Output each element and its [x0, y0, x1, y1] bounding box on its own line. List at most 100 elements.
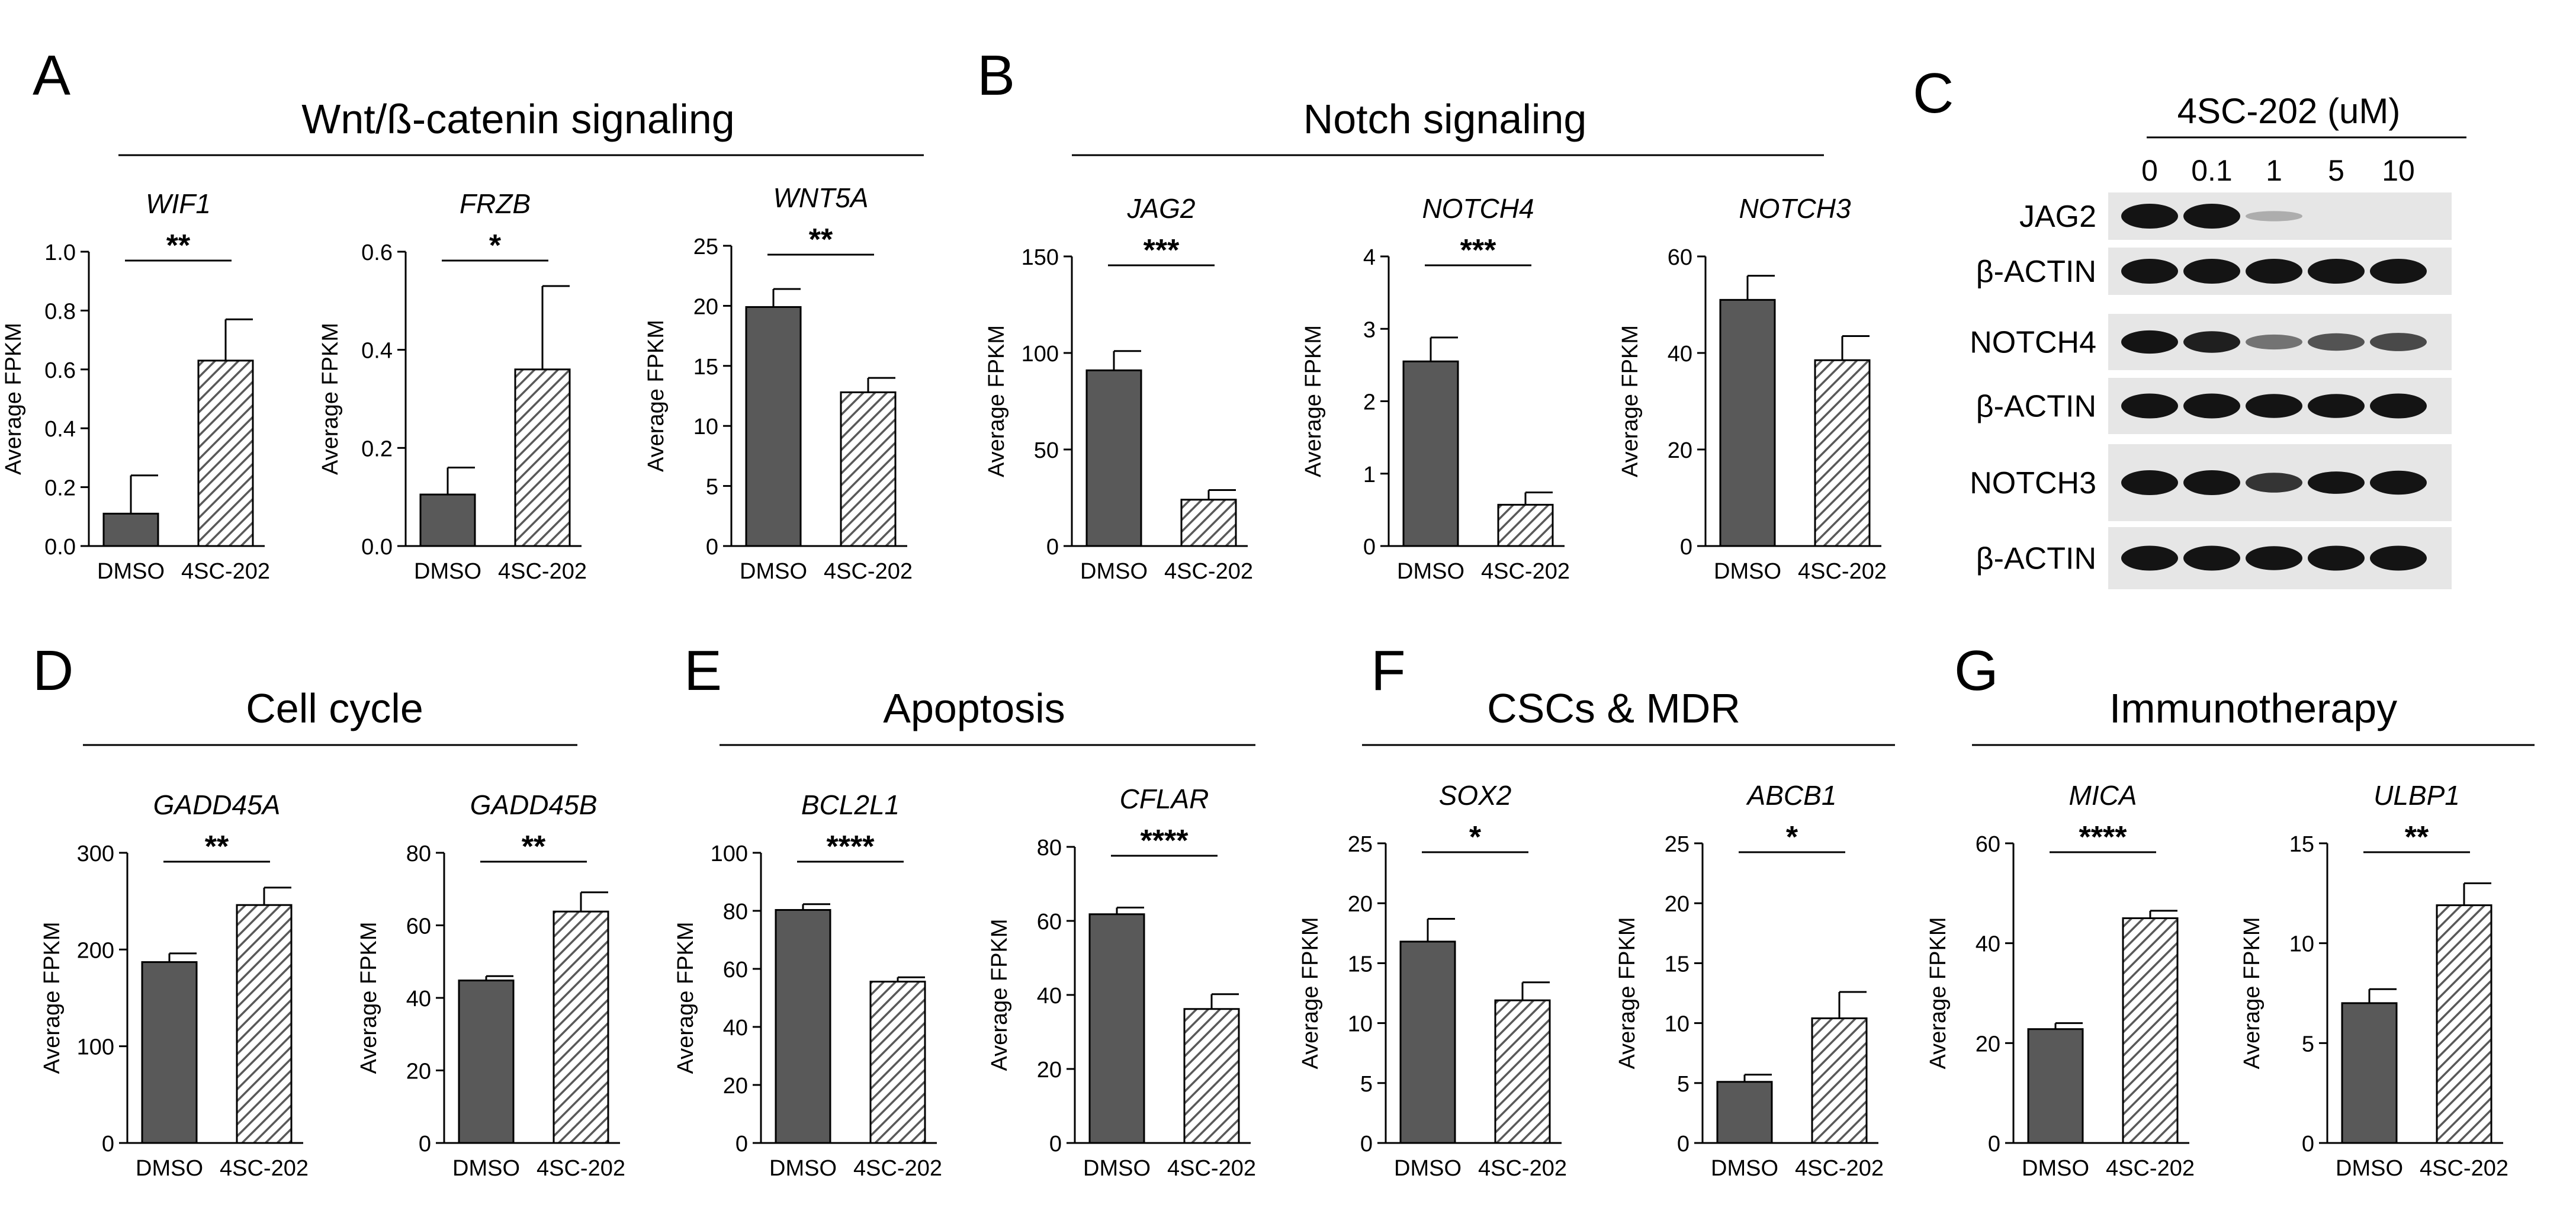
y-axis-label: Average FPKM — [987, 919, 1012, 1071]
x-tick-label: DMSO — [1711, 1156, 1778, 1181]
chart-title: BCL2L1 — [801, 789, 900, 820]
chart-title: CFLAR — [1120, 783, 1209, 814]
blot-lane-labels: 0 0.1 1 5 10 — [2141, 154, 2415, 187]
y-tick-label: 0.0 — [44, 535, 76, 560]
chart-mica: MICA 0 20 40 60 Average FPKM DMSO 4SC-202 **** — [1926, 780, 2195, 1181]
blot-title: 4SC-202 (uM) — [2177, 91, 2401, 131]
blot-row-notch3: NOTCH3 — [1970, 444, 2452, 521]
y-tick-label: 3 — [1363, 317, 1376, 342]
blot-band — [2370, 393, 2427, 419]
bar-4sc-202 — [840, 391, 897, 547]
significance-stars: ** — [166, 229, 191, 263]
blot-band — [2308, 394, 2365, 418]
y-axis-label: Average FPKM — [1, 323, 26, 475]
y-axis-label: Average FPKM — [1301, 325, 1326, 477]
y-tick-label: 60 — [1037, 910, 1062, 935]
y-tick-label: 0.6 — [361, 240, 393, 265]
bar-dmso — [102, 512, 159, 547]
panel-letter-F: F — [1371, 639, 1406, 702]
blot-band — [2183, 331, 2240, 353]
x-tick-label: 4SC-202 — [853, 1156, 942, 1181]
section-title-wnt: Wnt/ß-catenin signaling — [301, 96, 734, 142]
y-tick-label: 300 — [77, 842, 114, 866]
y-tick-label: 150 — [1022, 245, 1059, 270]
y-tick-label: 15 — [693, 355, 718, 380]
blot-row-label: β-ACTIN — [1976, 542, 2096, 576]
bar-dmso — [1399, 940, 1456, 1144]
chart-abcb1: ABCB1 0 5 10 15 20 25 Average FPKM DMSO 4SC-202 * — [1615, 780, 1884, 1181]
y-tick-label: 20 — [1665, 892, 1690, 917]
bar-4sc-202 — [553, 910, 609, 1144]
significance-stars: ** — [2405, 820, 2429, 855]
y-tick-label: 20 — [693, 294, 718, 319]
blot-band — [2121, 330, 2178, 354]
significance-stars: **** — [2079, 820, 2128, 855]
blot-band — [2121, 393, 2178, 419]
blot-band — [2308, 333, 2365, 351]
y-tick-label: 25 — [1348, 832, 1373, 857]
y-axis-label: Average FPKM — [1615, 917, 1640, 1070]
header-G: G Immunotherapy — [1954, 639, 2535, 746]
x-tick-label: DMSO — [1397, 559, 1464, 584]
y-tick-label: 0 — [706, 535, 718, 560]
y-tick-label: 100 — [711, 842, 748, 866]
y-tick-label: 0 — [419, 1132, 431, 1157]
significance-stars: *** — [1144, 233, 1180, 268]
chart-wif1: WIF1 0.0 0.2 0.4 0.6 0.8 1.0 Average FPKM DMSO 4S… — [1, 188, 270, 584]
y-tick-label: 0 — [1363, 535, 1376, 560]
blot-band — [2183, 204, 2240, 229]
x-tick-label: DMSO — [769, 1156, 837, 1181]
y-axis-label: Average FPKM — [673, 922, 698, 1074]
y-tick-label: 0 — [1680, 535, 1692, 560]
chart-title: WIF1 — [146, 188, 211, 219]
section-title-cscs: CSCs & MDR — [1487, 685, 1740, 731]
significance-stars: * — [489, 229, 502, 263]
bar-dmso — [2027, 1028, 2084, 1144]
y-tick-label: 1 — [1363, 463, 1376, 487]
bar-4sc-202 — [197, 359, 254, 547]
blot-row-label: β-ACTIN — [1976, 390, 2096, 424]
blot-band — [2370, 545, 2427, 571]
blot-band — [2246, 211, 2302, 221]
y-axis-label: Average FPKM — [2240, 917, 2265, 1070]
y-tick-label: 0 — [2302, 1132, 2314, 1157]
blot-band — [2246, 394, 2302, 418]
y-tick-label: 4 — [1363, 245, 1376, 270]
chart-wnt5a: WNT5A 0 5 10 15 20 25 Average FPKM DMSO 4SC-202 ** — [644, 182, 913, 584]
section-title-notch: Notch signaling — [1303, 96, 1587, 142]
bar-dmso — [1088, 913, 1145, 1144]
panel-letter-G: G — [1954, 639, 1999, 702]
y-tick-label: 0.2 — [361, 436, 393, 461]
blot-rows: JAG2 β-ACTIN NOTCH4 β-ACTIN NOTCH3 β-ACTIN — [1970, 192, 2452, 589]
blot-band — [2308, 545, 2365, 571]
y-tick-label: 10 — [693, 415, 718, 439]
blot-band — [2183, 259, 2240, 284]
y-tick-label: 0 — [1677, 1132, 1690, 1157]
panel-letter-D: D — [33, 639, 73, 702]
chart-sox2: SOX2 0 5 10 15 20 25 Average FPKM DMSO 4SC-202 * — [1298, 780, 1567, 1181]
x-tick-label: DMSO — [452, 1156, 520, 1181]
chart-bcl2l1: BCL2L1 0 20 40 60 80 100 Average FPKM DMSO 4SC-20… — [673, 789, 942, 1181]
y-tick-label: 5 — [1360, 1072, 1373, 1097]
blot-lane-label: 1 — [2266, 154, 2282, 187]
y-axis-label: Average FPKM — [318, 323, 343, 475]
chart-title: SOX2 — [1439, 780, 1512, 811]
y-tick-label: 25 — [1665, 832, 1690, 857]
x-tick-label: DMSO — [740, 559, 807, 584]
y-tick-label: 60 — [1976, 832, 2000, 857]
bar-dmso — [1719, 298, 1776, 547]
y-tick-label: 10 — [1348, 1012, 1373, 1037]
panel-letter-C: C — [1913, 62, 1954, 125]
bar-4sc-202 — [869, 981, 926, 1144]
bar-dmso — [141, 961, 198, 1144]
y-tick-label: 0 — [102, 1132, 114, 1157]
blot-row-label: NOTCH3 — [1970, 466, 2096, 500]
blot-band — [2246, 334, 2302, 350]
section-title-cell-cycle: Cell cycle — [246, 685, 423, 731]
chart-cflar: CFLAR 0 20 40 60 80 Average FPKM DMSO 4SC-202 ***… — [987, 783, 1256, 1181]
blot-band — [2183, 470, 2240, 495]
chart-title: GADD45B — [470, 789, 598, 820]
blot-band — [2308, 471, 2365, 494]
y-tick-label: 1.0 — [44, 240, 76, 265]
blot-row--actin: β-ACTIN — [1976, 248, 2452, 295]
